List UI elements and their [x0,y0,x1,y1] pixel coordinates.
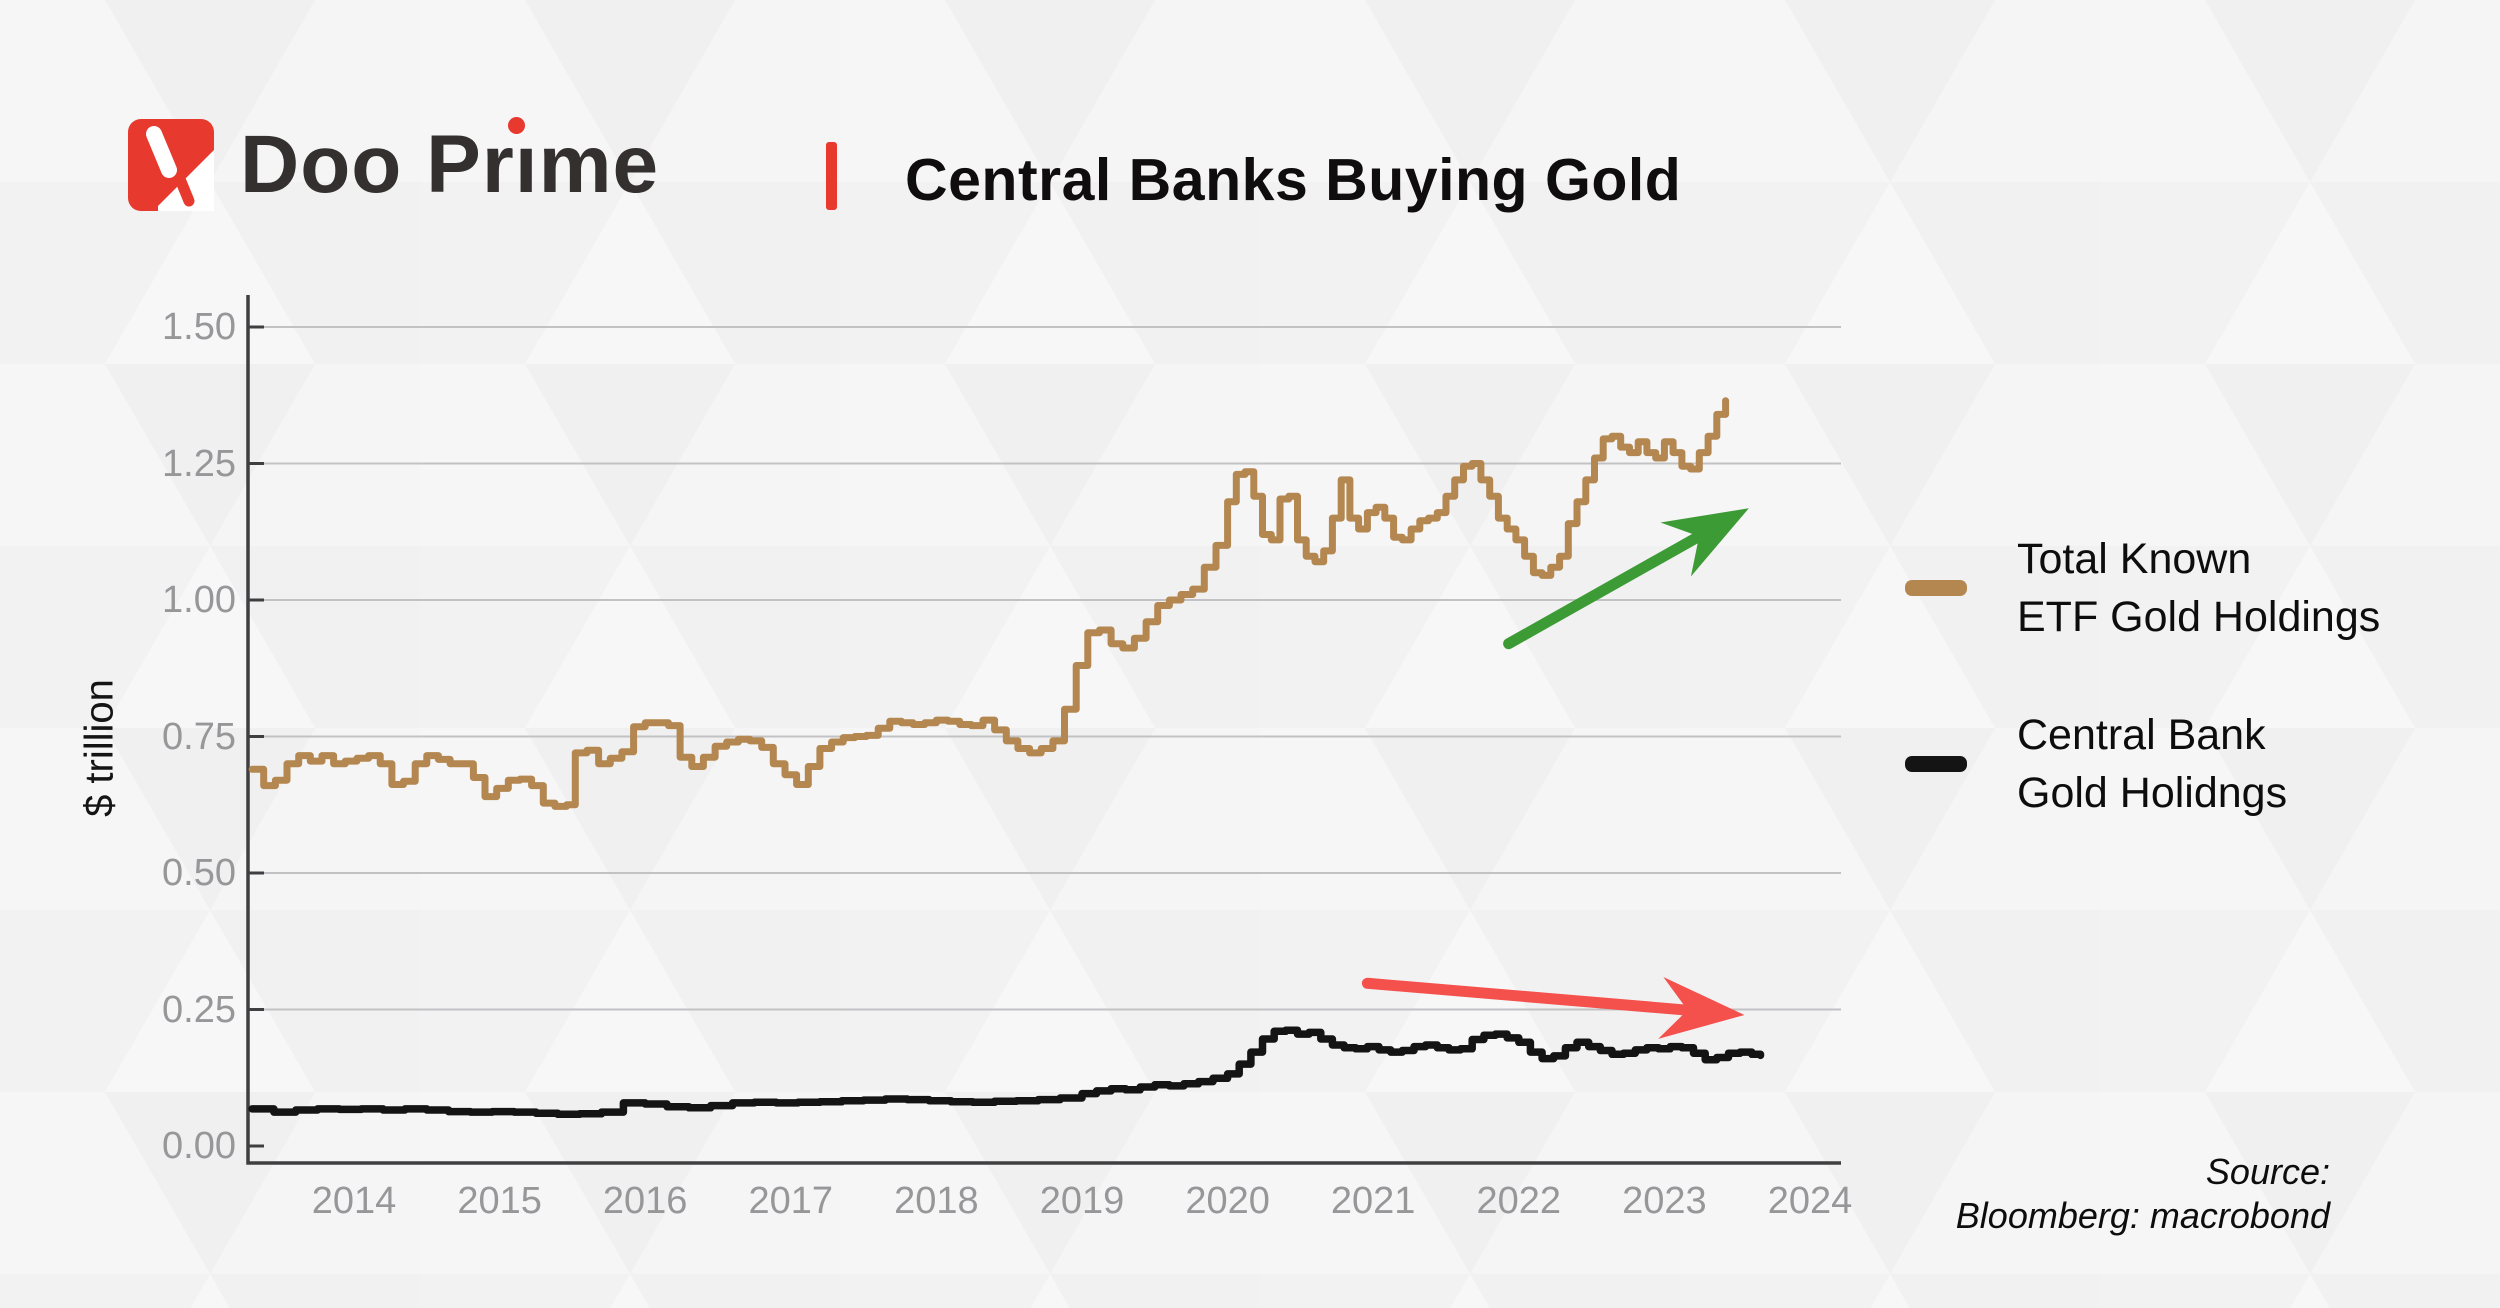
x-tick-label-2016: 2016 [602,1180,688,1222]
legend-item-etf-gold: Total Known ETF Gold Holdings [1905,530,2380,646]
legend-item-central-bank: Central Bank Gold Holidngs [1905,706,2380,822]
title-divider [826,142,837,210]
x-tick-label-2020: 2020 [1185,1180,1270,1222]
x-tick-label-2023: 2023 [1622,1180,1707,1222]
y-tick-label-1.00: 1.00 [162,579,236,621]
x-tick-label-2015: 2015 [457,1180,542,1222]
x-tick-label-2017: 2017 [748,1180,834,1222]
axis-lines [246,295,1841,1165]
series-line-etf-gold [248,397,1730,810]
brand-i-dotless: ı [514,119,539,210]
y-tick-label-0.25: 0.25 [162,988,236,1031]
source-note: Source: Bloomberg: macrobond [1955,1151,2330,1236]
x-tick-label-2021: 2021 [1330,1180,1416,1222]
etf-gold-line-swatch [1905,580,1967,596]
x-tick-label-2019: 2019 [1039,1180,1125,1222]
page-title: Central Banks Buying Gold [905,147,1682,213]
legend-label-central-bank: Central Bank Gold Holidngs [2017,711,2288,817]
y-tick-label-1.25: 1.25 [162,442,236,485]
legend-label-etf-gold: Total Known ETF Gold Holdings [2017,535,2381,641]
central-bank-line-swatch [1905,756,1967,772]
x-tick-label-2014: 2014 [311,1180,397,1222]
x-tick-label-2018: 2018 [894,1180,979,1222]
trend-arrow-head-up [1660,508,1749,577]
trend-arrow-shaft-up [1503,530,1705,650]
brand-name: Doo Prı me [240,117,660,210]
y-tick-label-0.75: 0.75 [162,715,236,758]
series-line-central-bank [248,1026,1765,1119]
y-tick-label-1.50: 1.50 [162,306,236,348]
y-tick-label-0.00: 0.00 [162,1125,236,1167]
brand-i-dot [507,117,525,134]
x-tick-label-2024: 2024 [1767,1180,1853,1222]
trend-arrow-head-flat-down [1658,977,1745,1039]
trend-arrow-shaft-flat-down [1361,977,1694,1016]
doo-prime-logo-icon [128,119,214,211]
legend: Total Known ETF Gold Holdings Central Ba… [1905,530,2380,882]
header: Doo Prı me [128,117,660,212]
x-tick-label-2022: 2022 [1476,1180,1562,1222]
y-axis-title: $ trillion [77,679,122,817]
y-tick-label-0.50: 0.50 [162,852,236,894]
